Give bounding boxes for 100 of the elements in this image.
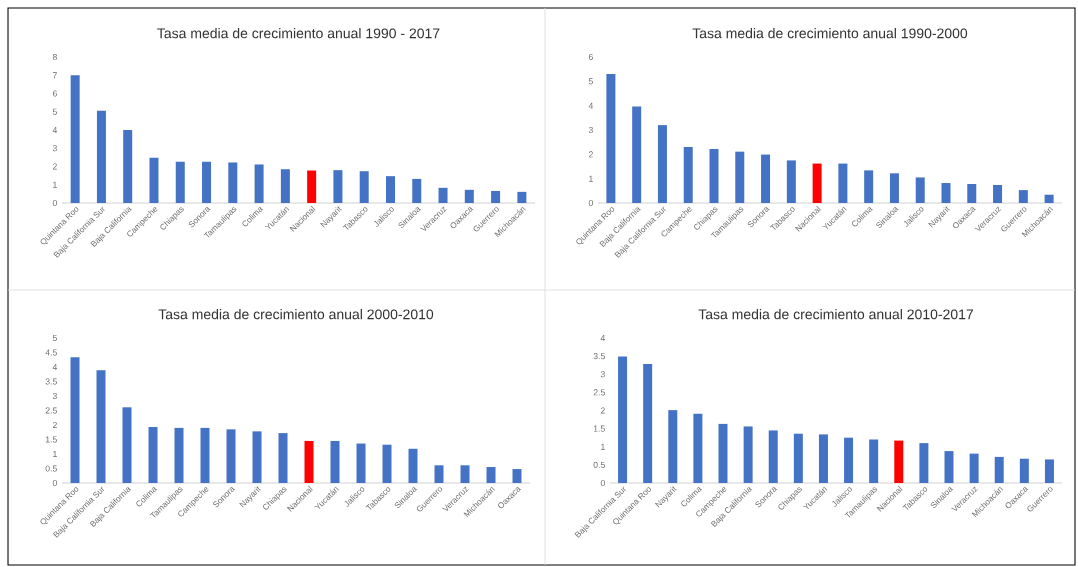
y-tick-label: 4: [52, 127, 58, 133]
bar: [1044, 459, 1054, 483]
y-tick-label: 1: [589, 175, 593, 182]
bar: [1018, 190, 1028, 203]
bar: [122, 407, 132, 483]
y-tick-label: 2: [52, 421, 57, 429]
bar: [709, 148, 719, 203]
bar: [491, 190, 501, 203]
y-tick-label: 1: [53, 451, 57, 457]
bar: [434, 465, 444, 483]
bar: [994, 456, 1004, 483]
y-tick-label: 5: [588, 78, 593, 85]
bar: [894, 440, 904, 483]
bar: [1019, 458, 1029, 483]
bar: [96, 110, 106, 203]
bar: [412, 178, 422, 203]
y-tick-label: 0: [52, 199, 57, 207]
bar: [693, 413, 703, 483]
bar: [464, 189, 474, 203]
bar: [304, 440, 314, 483]
y-tick-label: 0: [600, 479, 605, 487]
chart-title: Tasa media de crecimiento anual 1990-2000: [692, 28, 968, 39]
y-tick-label: 5: [52, 334, 57, 342]
y-tick-label: 4: [600, 335, 606, 341]
bar: [915, 177, 925, 203]
bar: [793, 433, 803, 483]
bar: [632, 106, 642, 203]
bar: [202, 161, 212, 203]
bar: [226, 429, 236, 483]
bar: [643, 364, 653, 483]
bar: [743, 426, 753, 483]
bar: [919, 443, 929, 483]
y-tick-label: 2: [600, 407, 605, 414]
y-tick-label: 4: [52, 364, 58, 370]
y-tick-label: 1.5: [593, 425, 605, 432]
y-tick-label: 5: [52, 108, 57, 115]
y-tick-label: 6: [52, 90, 57, 97]
bar: [818, 434, 828, 483]
y-tick-label: 3.5: [45, 378, 57, 385]
bar: [148, 427, 158, 483]
bar: [889, 173, 899, 203]
y-tick-label: 2: [588, 151, 593, 158]
bar: [408, 448, 418, 483]
bar: [606, 74, 616, 203]
bar: [941, 183, 951, 203]
y-tick-label: 3: [588, 126, 593, 134]
bar: [864, 170, 874, 203]
bar: [993, 184, 1003, 203]
chart-title: Tasa media de crecimiento anual 1990 - 2017: [157, 28, 440, 39]
bar: [123, 129, 133, 203]
bar: [838, 163, 848, 203]
bar: [96, 370, 106, 483]
bar: [512, 469, 522, 483]
bar: [969, 453, 979, 483]
bar: [356, 443, 366, 483]
y-tick-label: 1: [601, 443, 605, 450]
bar: [761, 154, 771, 203]
bar: [718, 423, 728, 483]
bar: [812, 163, 822, 203]
bar: [486, 467, 496, 483]
bar: [517, 191, 527, 203]
bar: [228, 162, 238, 203]
y-tick-label: 2: [52, 163, 57, 170]
y-tick-label: 8: [52, 53, 57, 61]
y-tick-label: 3: [600, 371, 605, 378]
chart-title: Tasa media de crecimiento anual 2000-2010: [158, 309, 434, 320]
bar: [768, 430, 778, 483]
bar: [200, 427, 210, 483]
bar: [333, 170, 343, 203]
bar: [382, 444, 392, 483]
bar: [70, 357, 80, 483]
y-tick-label: 7: [52, 72, 57, 79]
bar: [735, 151, 745, 203]
bar: [438, 187, 448, 203]
y-tick-label: 3: [52, 392, 57, 400]
y-tick-label: 0: [52, 479, 57, 487]
y-tick-label: 6: [588, 53, 593, 61]
bar: [174, 427, 184, 483]
bar: [844, 437, 854, 483]
y-tick-label: 4: [588, 102, 594, 109]
bar: [307, 170, 317, 203]
bar: [385, 176, 395, 203]
bar: [252, 431, 262, 483]
bar: [70, 75, 80, 203]
y-tick-label: 1: [53, 181, 57, 188]
bar: [175, 161, 185, 203]
bar: [967, 184, 977, 203]
bar: [618, 356, 628, 483]
bar: [1044, 194, 1054, 203]
y-tick-label: 1.5: [45, 436, 57, 443]
y-tick-label: 4.5: [45, 349, 57, 356]
bar: [657, 125, 667, 203]
bar: [149, 157, 159, 203]
bar: [278, 433, 288, 483]
y-tick-label: 2.5: [45, 407, 57, 414]
y-tick-label: 0.5: [593, 461, 605, 468]
bar: [683, 147, 693, 203]
bar: [254, 164, 264, 203]
bar: [869, 439, 879, 483]
y-tick-label: 3.5: [593, 353, 605, 360]
